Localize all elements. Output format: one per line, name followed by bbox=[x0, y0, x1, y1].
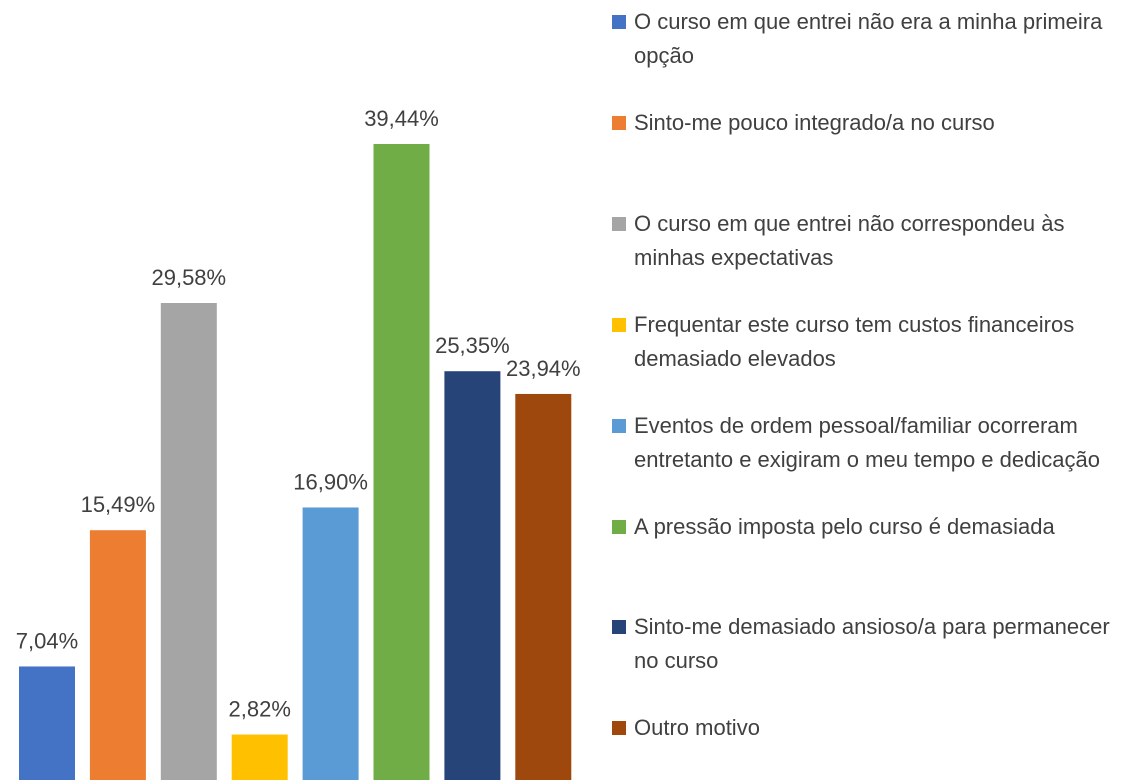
data-label: 15,49% bbox=[81, 492, 156, 517]
legend-swatch bbox=[612, 216, 626, 231]
data-label: 25,35% bbox=[435, 333, 510, 358]
legend-swatch bbox=[612, 418, 626, 433]
bar bbox=[515, 393, 572, 780]
data-label: 29,58% bbox=[151, 265, 226, 290]
legend-item: Sinto-me demasiado ansioso/a para perman… bbox=[612, 610, 1112, 678]
data-label: 16,90% bbox=[293, 469, 368, 494]
legend-swatch bbox=[612, 15, 626, 29]
bar bbox=[231, 734, 288, 780]
data-label: 2,82% bbox=[229, 697, 291, 722]
legend-swatch bbox=[612, 519, 626, 534]
legend-item: O curso em que entrei não correspondeu à… bbox=[612, 207, 1112, 275]
bar bbox=[160, 303, 217, 780]
plot: 7,04% 15,49% 29,58% 2,82% 16,90% 39,44% 25,35%… bbox=[16, 106, 581, 780]
bar bbox=[89, 530, 146, 780]
legend-swatch bbox=[612, 115, 626, 130]
legend-item: Outro motivo bbox=[612, 711, 1112, 745]
legend-swatch bbox=[612, 317, 626, 332]
legend-label: Sinto-me pouco integrado/a no curso bbox=[634, 109, 995, 135]
bar bbox=[302, 507, 359, 780]
legend-item: O curso em que entrei não era a minha pr… bbox=[612, 5, 1112, 73]
data-label: 7,04% bbox=[16, 628, 78, 653]
legend-item: Sinto-me pouco integrado/a no curso bbox=[612, 106, 1112, 140]
legend-label: Outro motivo bbox=[634, 715, 760, 741]
legend-label: Frequentar este curso tem custos finance… bbox=[634, 311, 1075, 371]
legend-item: A pressão imposta pelo curso é demasiada bbox=[612, 510, 1112, 544]
bar bbox=[444, 371, 501, 780]
legend-label: O curso em que entrei não era a minha pr… bbox=[634, 9, 1103, 68]
legend-swatch bbox=[612, 620, 626, 635]
legend-label: Eventos de ordem pessoal/familiar ocorre… bbox=[634, 412, 1100, 472]
legend-swatch bbox=[612, 721, 626, 736]
data-label: 39,44% bbox=[364, 106, 439, 131]
legend-item: Eventos de ordem pessoal/familiar ocorre… bbox=[612, 409, 1112, 477]
legend-item: Frequentar este curso tem custos finance… bbox=[612, 308, 1112, 376]
bar bbox=[19, 666, 75, 780]
data-label: 23,94% bbox=[506, 356, 581, 381]
bar bbox=[373, 144, 430, 780]
legend-label: Sinto-me demasiado ansioso/a para perman… bbox=[634, 614, 1110, 674]
legend-label: O curso em que entrei não correspondeu à… bbox=[634, 210, 1065, 270]
legend-label: A pressão imposta pelo curso é demasiada bbox=[634, 513, 1055, 539]
